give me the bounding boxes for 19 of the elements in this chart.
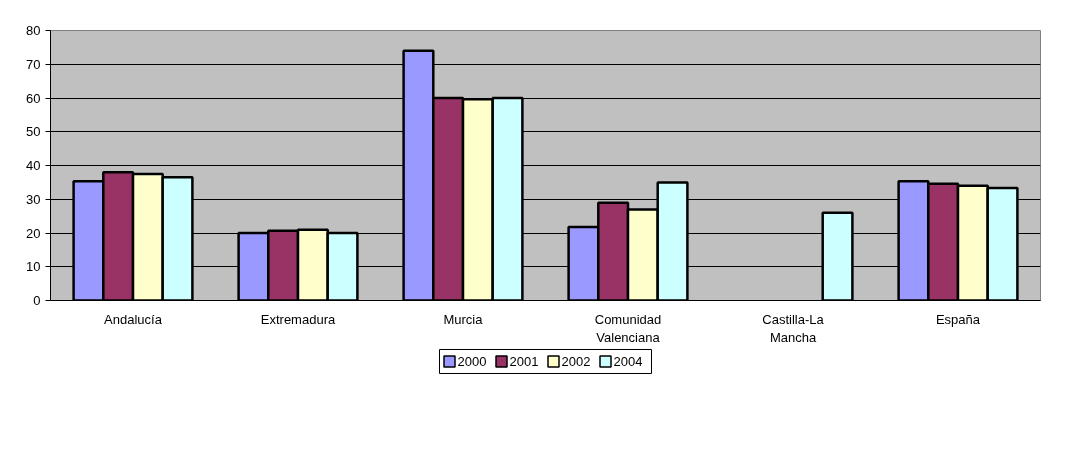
legend-label: 2001 [509,354,539,369]
x-tick-label: Andalucía [104,311,163,327]
x-tick-label: Comunidad Valenciana [594,311,662,345]
y-tick-label: 60 [26,90,41,106]
x-tick-label: España [935,311,981,327]
x-tick-label: Extremadura [260,311,336,327]
y-tick-label: 80 [26,23,41,38]
y-tick-label: 40 [26,158,41,173]
y-tick-label: 10 [26,259,41,275]
x-tick-label: Castilla-La Mancha [762,311,825,345]
y-tick-label: 70 [26,56,41,72]
y-tick-label: 20 [26,225,41,241]
legend-label: 2004 [613,354,643,369]
legend-label: 2000 [457,354,487,369]
x-tick-label: Murcia [443,311,484,327]
y-tick-label: 30 [26,191,41,207]
legend-label: 2002 [561,354,591,369]
y-tick-label: 0 [33,293,41,308]
y-tick-label: 50 [26,124,41,140]
